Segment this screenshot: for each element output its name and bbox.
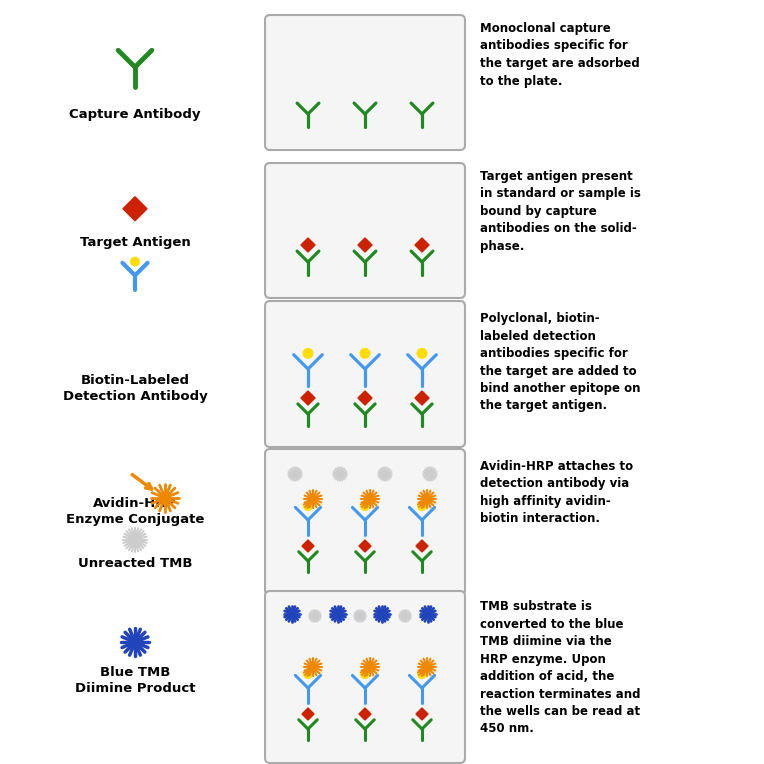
- Circle shape: [418, 502, 426, 510]
- Polygon shape: [415, 238, 429, 252]
- Circle shape: [304, 502, 312, 510]
- Polygon shape: [358, 391, 372, 405]
- Polygon shape: [359, 540, 371, 552]
- Text: Avidin-HRP attaches to
detection antibody via
high affinity avidin-
biotin inter: Avidin-HRP attaches to detection antibod…: [480, 460, 633, 526]
- Circle shape: [289, 611, 295, 617]
- Polygon shape: [415, 391, 429, 405]
- Text: Polyclonal, biotin-
labeled detection
antibodies specific for
the target are add: Polyclonal, biotin- labeled detection an…: [480, 312, 640, 413]
- FancyBboxPatch shape: [265, 15, 465, 150]
- Polygon shape: [416, 708, 428, 720]
- Text: Target Antigen: Target Antigen: [79, 235, 190, 248]
- Circle shape: [417, 348, 427, 358]
- FancyBboxPatch shape: [265, 591, 465, 763]
- Text: Target antigen present
in standard or sample is
bound by capture
antibodies on t: Target antigen present in standard or sa…: [480, 170, 641, 253]
- Text: Monoclonal capture
antibodies specific for
the target are adsorbed
to the plate.: Monoclonal capture antibodies specific f…: [480, 22, 639, 88]
- Circle shape: [361, 502, 369, 510]
- Text: Avidin-HRP
Enzyme Conjugate: Avidin-HRP Enzyme Conjugate: [66, 497, 204, 526]
- Text: Unreacted TMB: Unreacted TMB: [78, 557, 193, 570]
- Circle shape: [304, 670, 312, 678]
- Polygon shape: [358, 238, 372, 252]
- Circle shape: [418, 670, 426, 678]
- Text: Biotin-Labeled
Detection Antibody: Biotin-Labeled Detection Antibody: [63, 374, 207, 403]
- Polygon shape: [416, 540, 428, 552]
- Text: Capture Antibody: Capture Antibody: [70, 108, 201, 121]
- Polygon shape: [123, 197, 147, 221]
- FancyBboxPatch shape: [265, 449, 465, 595]
- Polygon shape: [302, 708, 314, 720]
- FancyBboxPatch shape: [265, 301, 465, 447]
- Text: Blue TMB
Diimine Product: Blue TMB Diimine Product: [75, 666, 196, 695]
- Polygon shape: [302, 540, 314, 552]
- Polygon shape: [301, 391, 315, 405]
- Circle shape: [335, 611, 341, 617]
- FancyBboxPatch shape: [265, 163, 465, 298]
- Circle shape: [379, 611, 385, 617]
- Circle shape: [131, 257, 139, 266]
- Text: TMB substrate is
converted to the blue
TMB diimine via the
HRP enzyme. Upon
addi: TMB substrate is converted to the blue T…: [480, 600, 640, 736]
- Circle shape: [361, 670, 369, 678]
- Circle shape: [361, 348, 370, 358]
- Polygon shape: [301, 238, 315, 252]
- Polygon shape: [359, 708, 371, 720]
- Circle shape: [130, 637, 140, 647]
- Circle shape: [425, 611, 431, 617]
- Circle shape: [303, 348, 312, 358]
